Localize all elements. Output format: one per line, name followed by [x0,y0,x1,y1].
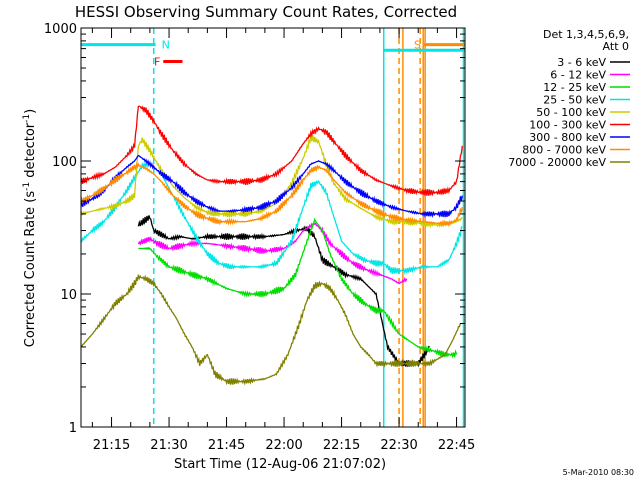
legend-subtitle: Att 0 [603,40,629,53]
legend-label: 25 - 50 keV [543,94,606,107]
x-tick-label: 22:15 [323,438,360,453]
flag-label: N [162,39,170,52]
y-axis: 1 10 100 1000 [44,22,465,436]
legend-label: 800 - 7000 keV [522,144,606,157]
y-axis-label: Corrected Count Rate (s-1 detector-1) [22,109,38,347]
legend-label: 12 - 25 keV [543,81,606,94]
y-axis-label-sup-1: -1 [22,182,32,191]
plot-frame [80,27,466,428]
x-tick-label: 21:45 [208,438,245,453]
legend-label: 100 - 300 keV [529,119,606,132]
flag-label: F [154,55,160,68]
series-layer [81,105,463,386]
y-tick-label: 1000 [44,22,77,37]
y-tick-label: 10 [60,288,77,303]
legend-label: 50 - 100 keV [536,106,606,119]
legend-title: Det 1,3,4,5,6,9, [543,28,629,41]
y-tick-label: 1 [69,421,77,436]
footer-timestamp: 5-Mar-2010 08:30 [563,468,634,477]
x-tick-label: 22:30 [380,438,417,453]
series-line-5 [81,105,463,197]
x-tick-label: 22:00 [265,438,302,453]
legend-label: 6 - 12 keV [550,69,606,82]
series-line-4 [81,134,463,229]
x-tick-label: 21:30 [150,438,187,453]
legend-label: 7000 - 20000 keV [508,156,606,169]
series-line-8 [81,274,462,386]
series-line-7 [81,162,463,228]
x-tick-label: 21:15 [93,438,130,453]
series-line-0 [137,215,430,368]
flag-label: S [414,39,421,52]
y-tick-label: 100 [52,155,77,170]
series-line-1 [137,221,408,285]
chart-title: HESSI Observing Summary Count Rates, Cor… [75,3,457,21]
x-axis-label: Start Time (12-Aug-06 21:07:02) [174,457,386,472]
x-axis: 21:15 21:30 21:45 22:00 22:15 22:30 22:45 [91,28,475,453]
y-axis-label-sup-2: -1 [22,114,32,123]
series-line-6 [81,154,463,219]
series-line-2 [138,217,458,359]
x-tick-label: 22:45 [438,438,475,453]
flag-bars: NF S [81,39,465,68]
legend-label: 3 - 6 keV [557,56,606,69]
series-line-3 [81,160,463,275]
legend-label: 300 - 800 keV [529,131,606,144]
